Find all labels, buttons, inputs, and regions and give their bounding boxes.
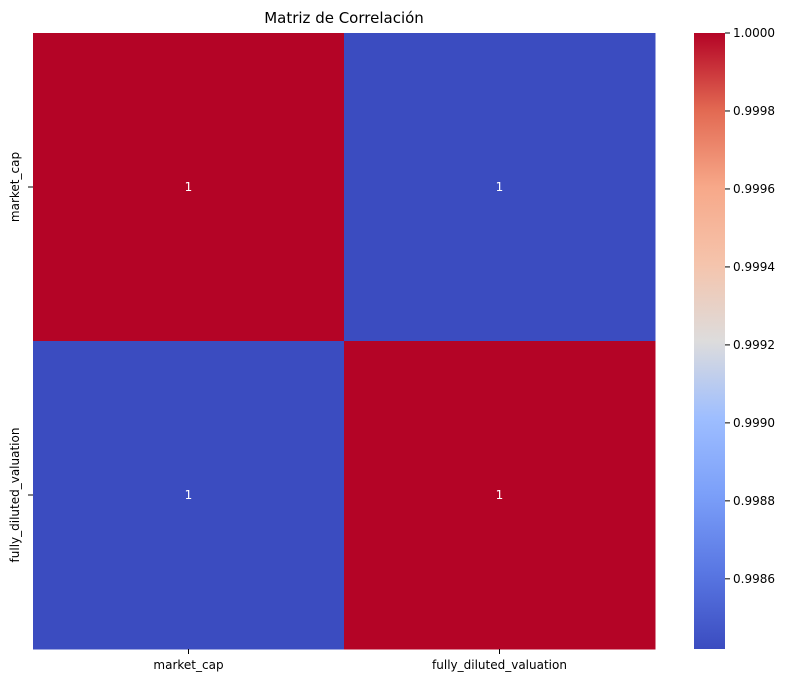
x-tick-label: fully_diluted_valuation [432, 658, 567, 672]
x-tick-label: market_cap [153, 658, 223, 672]
heatmap-cell-1-1 [344, 341, 656, 650]
colorbar-axis: 0.9986 0.9988 0.9990 0.9992 0.9994 0.9996 0.99… [725, 26, 775, 586]
chart-title: Matriz de Correlación [264, 9, 424, 27]
colorbar [694, 33, 725, 649]
cell-label-0-0: 1 [185, 180, 193, 194]
cell-label-1-1: 1 [496, 488, 504, 502]
y-tick-label: fully_diluted_valuation [8, 428, 22, 563]
heatmap-cell-labels: 1 1 1 1 [185, 180, 504, 502]
colorbar-tick-label: 1.0000 [733, 26, 775, 40]
heatmap-cell-1-0 [33, 341, 345, 650]
colorbar-tick-label: 0.9990 [733, 416, 775, 430]
y-tick-label: market_cap [8, 152, 22, 222]
y-axis: market_cap fully_diluted_valuation [8, 152, 33, 563]
cell-label-1-0: 1 [185, 488, 193, 502]
heatmap-cells [33, 33, 656, 650]
colorbar-tick-label: 0.9988 [733, 494, 775, 508]
cell-label-0-1: 1 [496, 180, 504, 194]
heatmap-cell-0-1 [344, 33, 656, 342]
heatmap-cell-0-0 [33, 33, 345, 342]
colorbar-tick-label: 0.9986 [733, 572, 775, 586]
colorbar-tick-label: 0.9998 [733, 104, 775, 118]
colorbar-tick-label: 0.9996 [733, 182, 775, 196]
x-axis: market_cap fully_diluted_valuation [153, 649, 567, 672]
colorbar-tick-label: 0.9992 [733, 338, 775, 352]
colorbar-tick-label: 0.9994 [733, 260, 775, 274]
